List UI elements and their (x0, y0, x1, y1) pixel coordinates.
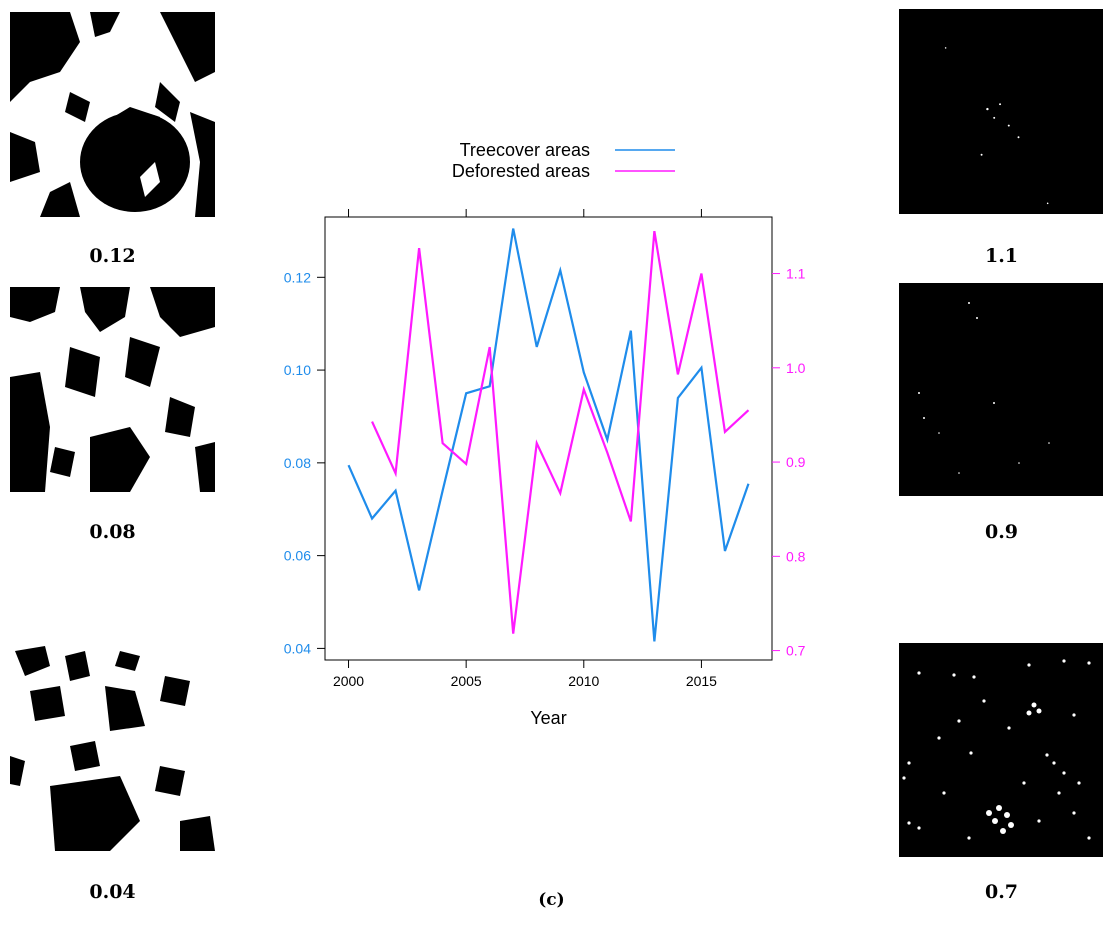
y-left-tick-label: 0.08 (284, 455, 311, 471)
y-right-tick-label: 0.9 (786, 454, 806, 470)
deforestation-map-image (899, 283, 1103, 496)
legend-label: Treecover areas (460, 140, 590, 160)
thumbnail-left-2-label: 0.08 (89, 521, 136, 543)
thumbnail-right-3-label: 0.7 (984, 881, 1019, 903)
deforestation-map-image (899, 643, 1103, 857)
x-tick-label: 2005 (451, 673, 482, 689)
y-right-tick-label: 1.1 (786, 266, 806, 282)
thumbnail-right-2-label: 0.9 (984, 521, 1019, 543)
thumbnail-right-1-label: 1.1 (984, 245, 1019, 267)
y-left-tick-label: 0.06 (284, 548, 311, 564)
y-left-tick-label: 0.10 (284, 362, 311, 378)
thumbnail-left-1 (10, 12, 215, 217)
y-right-tick-label: 0.8 (786, 548, 806, 564)
thumbnail-left-1-label: 0.12 (89, 245, 136, 267)
y-left-tick-label: 0.04 (284, 640, 311, 656)
deforested-series-line (371, 230, 750, 634)
x-axis-label: Year (530, 708, 566, 728)
thumbnail-right-3 (899, 643, 1103, 857)
plot-frame (324, 216, 773, 661)
y-left-tick-label: 0.12 (284, 269, 311, 285)
thumbnail-left-3 (10, 646, 215, 851)
x-tick-label: 2015 (686, 673, 717, 689)
x-tick-label: 2000 (333, 673, 364, 689)
thumbnail-left-3-label: 0.04 (89, 881, 136, 903)
y-right-tick-label: 1.0 (786, 360, 806, 376)
thumbnail-right-2 (899, 283, 1103, 496)
forest-map-image (10, 646, 215, 851)
deforestation-map-image (901, 9, 1102, 214)
line-chart: 2000 2005 2010 2015 Year 0.04 0.06 0.08 0.10 0.12… (284, 140, 806, 728)
treecover-series-line (347, 228, 750, 642)
forest-map-image (10, 12, 215, 217)
thumbnail-left-2 (10, 287, 215, 492)
thumbnail-right-1 (899, 9, 1103, 214)
x-tick-label: 2010 (568, 673, 599, 689)
legend-label: Deforested areas (452, 161, 590, 181)
figure-caption: (c) (538, 890, 565, 910)
forest-map-image (10, 287, 215, 492)
y-right-tick-label: 0.7 (786, 643, 806, 659)
